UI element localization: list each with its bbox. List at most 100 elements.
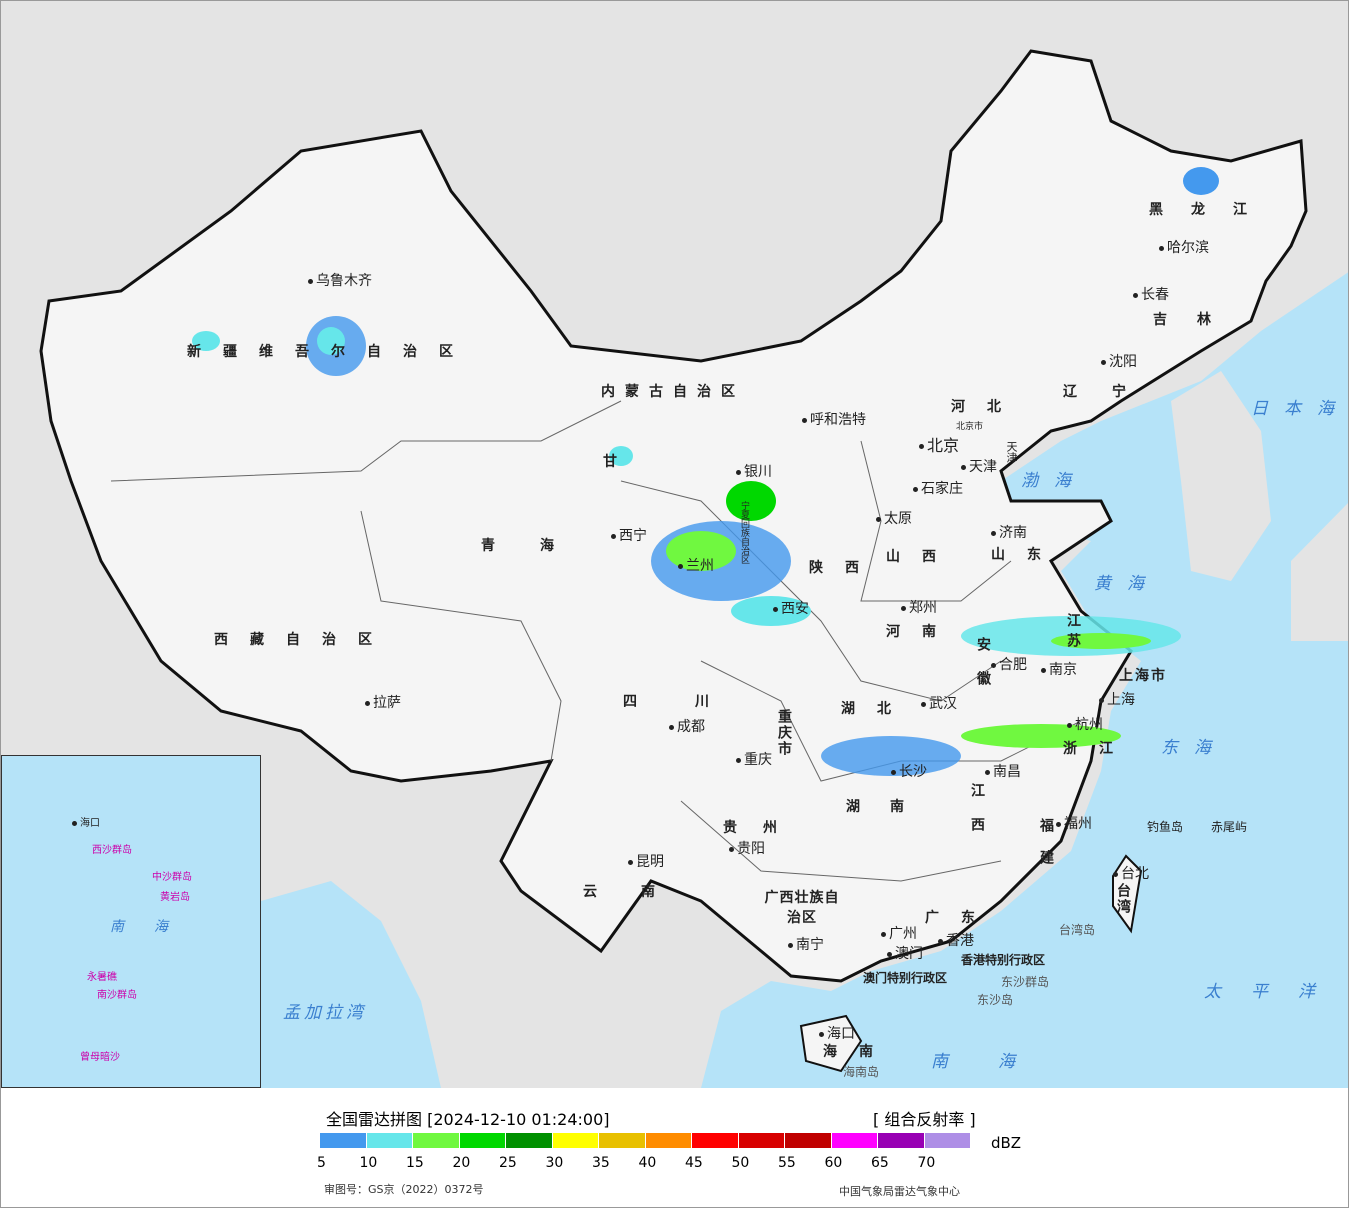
- city-kunming: 昆明: [628, 851, 664, 871]
- city-fuzhou: 福州: [1056, 813, 1092, 833]
- city-changsha: 长沙: [891, 761, 927, 781]
- scale-swatch: [552, 1133, 598, 1148]
- scale-tick-label: 20: [452, 1155, 471, 1171]
- label-shanghai: 上海市: [1119, 668, 1167, 684]
- label-heilongjiang: 黑龙江: [1149, 202, 1275, 218]
- label-tianjin-prov: 天津: [1005, 441, 1018, 463]
- label-sichuan: 四川: [623, 694, 767, 710]
- sea-pacific: 太平洋: [1204, 982, 1345, 1002]
- scale-swatch: [785, 1133, 831, 1148]
- scale-tick-label: 50: [731, 1155, 750, 1171]
- city-harbin: 哈尔滨: [1159, 237, 1209, 257]
- city-nanning: 南宁: [788, 934, 824, 954]
- echo-jiangsu-inner: [1051, 633, 1151, 649]
- label-fujian: 福建: [1038, 818, 1054, 882]
- city-hohhot: 呼和浩特: [802, 409, 866, 429]
- label-xizang: 西藏自治区: [214, 632, 394, 648]
- scale-tick-label: 10: [359, 1155, 378, 1171]
- city-shanghai: 上海: [1099, 689, 1135, 709]
- city-haikou: 海口: [819, 1023, 855, 1043]
- scale-tick-label: 15: [406, 1155, 424, 1171]
- echo-heilongjiang: [1183, 167, 1219, 195]
- scale-unit: dBZ: [991, 1134, 1022, 1152]
- city-taiyuan: 太原: [876, 508, 912, 528]
- sea-donghai: 东海: [1161, 738, 1227, 758]
- label-gansu: 甘: [603, 454, 639, 470]
- inset-label-nansha: 南沙群岛: [97, 990, 137, 1001]
- sea-bohai: 渤海: [1021, 471, 1087, 491]
- organization-credit: 中国气象局雷达气象中心: [839, 1185, 960, 1198]
- scale-tick-label: 70: [917, 1155, 936, 1171]
- scale-tick-label: 25: [499, 1155, 517, 1171]
- label-hunan: 湖南: [846, 799, 934, 815]
- island-hainan: 海南岛: [843, 1065, 880, 1079]
- label-guangxi: 广西壮族自治区: [764, 890, 840, 926]
- city-nanchang: 南昌: [985, 761, 1021, 781]
- city-beijing: 北京: [919, 432, 959, 456]
- scale-swatch: [645, 1133, 691, 1148]
- echo-qinghai: [609, 446, 633, 466]
- echo-xinjiang-west: [192, 331, 220, 351]
- scale-swatch: [366, 1133, 412, 1148]
- city-macau: 澳门: [887, 943, 923, 963]
- scale-swatch: [506, 1133, 552, 1148]
- product-title: 全国雷达拼图 [2024-12-10 01:24:00]: [326, 1110, 610, 1129]
- island-dongsha-group: 东沙群岛: [1001, 975, 1050, 989]
- label-guizhou: 贵州: [723, 820, 803, 836]
- scale-swatch: [831, 1133, 877, 1148]
- scale-tick-label: 35: [592, 1155, 610, 1171]
- label-liaoning: 辽宁: [1063, 384, 1161, 400]
- label-hongkong-sar: 香港特别行政区: [961, 953, 1046, 967]
- scale-swatch: [692, 1133, 738, 1148]
- scale-tick-label: 45: [685, 1155, 703, 1171]
- city-lanzhou: 兰州: [678, 555, 714, 575]
- inset-label-huangyan: 黄岩岛: [160, 892, 190, 903]
- label-beijing-prov: 北京市: [956, 422, 984, 432]
- scale-swatch: [599, 1133, 645, 1148]
- scale-tick-label: 60: [824, 1155, 843, 1171]
- city-hangzhou: 杭州: [1067, 714, 1103, 734]
- inset-label-zengmu: 曾母暗沙: [80, 1052, 120, 1063]
- label-chongqing: 重庆市: [776, 709, 792, 757]
- label-anhui: 安徽: [975, 637, 991, 705]
- city-xian: 西安: [773, 598, 809, 618]
- korea-peninsula: [1171, 371, 1271, 581]
- city-yinchuan: 银川: [736, 461, 772, 481]
- scale-swatch: [738, 1133, 784, 1148]
- city-tianjin: 天津: [961, 456, 997, 476]
- radar-echoes: [192, 167, 1219, 776]
- city-chongqing: 重庆: [736, 749, 772, 769]
- sea-bengal: 孟加拉湾: [283, 1003, 367, 1023]
- label-taiwan: 台湾: [1115, 883, 1131, 915]
- label-hainan: 海南: [823, 1044, 895, 1060]
- label-jiangsu: 江苏: [1065, 613, 1081, 653]
- label-jiangxi: 江西: [969, 783, 985, 851]
- city-nanjing: 南京: [1041, 659, 1077, 679]
- city-zhengzhou: 郑州: [901, 597, 937, 617]
- inset-label-xisha: 西沙群岛: [92, 845, 132, 856]
- radar-map: 新疆维吾尔自治区 西藏自治区 青海 甘 内蒙古自治区 黑龙江 吉林 辽宁 河北 …: [1, 1, 1348, 1088]
- legend-panel: [1, 1088, 1348, 1207]
- label-hebei: 河北: [951, 399, 1023, 415]
- island-dongsha: 东沙岛: [977, 993, 1014, 1007]
- label-shanxi: 山西: [886, 549, 958, 565]
- city-changchun: 长春: [1133, 284, 1169, 304]
- scale-swatch: [878, 1133, 924, 1148]
- city-shenyang: 沈阳: [1101, 351, 1137, 371]
- label-xinjiang: 新疆维吾尔自治区: [187, 344, 475, 360]
- city-guiyang: 贵阳: [729, 838, 765, 858]
- city-hongkong: 香港: [938, 930, 974, 950]
- label-zhejiang: 浙江: [1063, 741, 1135, 757]
- label-guangdong: 广东: [925, 910, 997, 926]
- inset-city-haikou: 海口: [72, 814, 100, 829]
- label-ningxia: 宁夏回族自治区: [739, 501, 749, 564]
- scale-tick-label: 65: [871, 1155, 889, 1171]
- scale-tick-label: 55: [778, 1155, 796, 1171]
- sea-nanhai: 南海: [931, 1052, 1065, 1072]
- label-hubei: 湖北: [841, 701, 913, 717]
- city-hefei: 合肥: [991, 654, 1027, 674]
- sea-huanghai: 黄海: [1094, 574, 1160, 594]
- label-jilin: 吉林: [1153, 312, 1241, 328]
- inset-label-yongshu: 永暑礁: [87, 972, 117, 983]
